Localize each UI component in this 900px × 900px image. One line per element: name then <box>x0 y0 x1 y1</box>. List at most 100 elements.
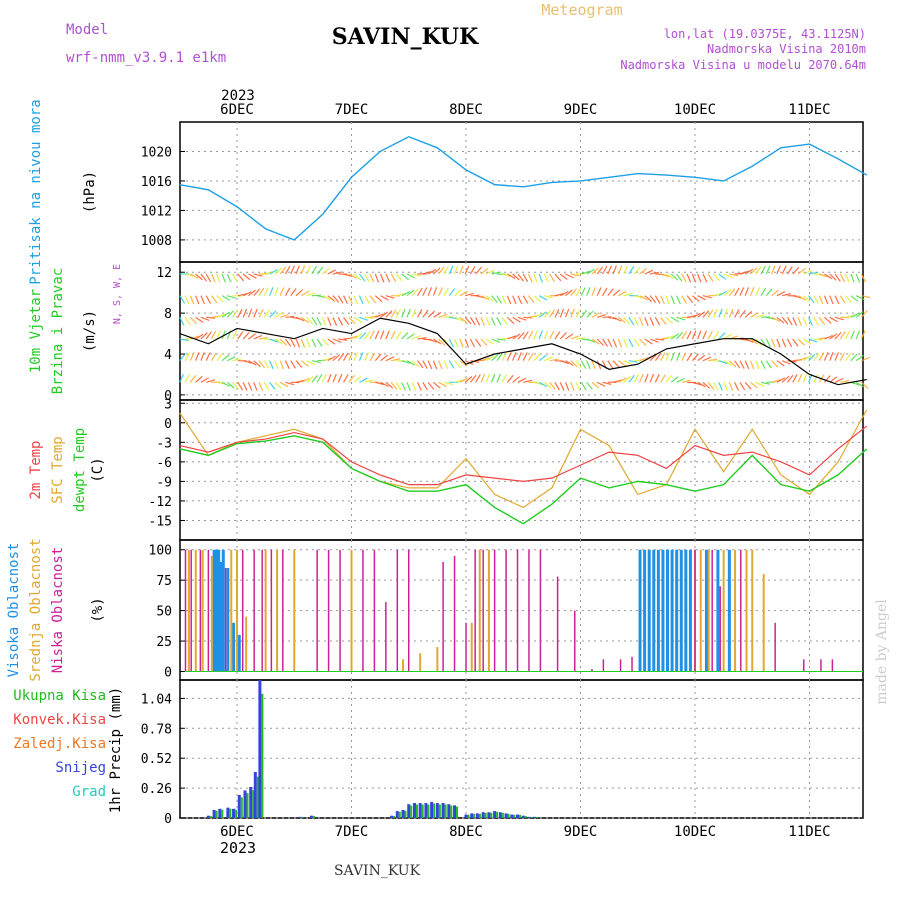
wind-arrow <box>565 333 574 340</box>
wind-arrow <box>528 295 535 304</box>
wind-arrow <box>792 374 798 383</box>
wind-arrow <box>596 287 602 296</box>
wind-arrow <box>517 316 527 321</box>
y-tick-label: 1016 <box>141 175 172 190</box>
wind-arrow <box>728 288 736 297</box>
wind-arrow <box>712 308 718 318</box>
rain-bar <box>256 776 259 818</box>
wind-arrow <box>490 317 496 326</box>
wind-arrow <box>644 338 653 345</box>
wind-arrow <box>385 295 395 299</box>
wind-arrow <box>337 295 344 304</box>
wind-arrow <box>517 377 527 383</box>
wind-arrow <box>744 360 750 370</box>
wind-arrow <box>755 360 760 370</box>
rain-bar <box>421 804 424 818</box>
wind-arrow <box>364 331 371 340</box>
wind-arrow <box>348 295 353 305</box>
wind-arrow <box>602 338 609 347</box>
wind-arrow <box>808 295 815 304</box>
wind-arrow <box>327 269 337 275</box>
wind-arrow <box>295 379 305 383</box>
wind-arrow <box>797 268 806 275</box>
wind-arrow <box>781 375 790 383</box>
rain-bar <box>519 814 522 818</box>
rain-bar <box>433 803 436 818</box>
wind-arrow <box>411 382 417 391</box>
rain-bar <box>484 812 487 818</box>
wind-arrow <box>369 295 376 304</box>
wind-arrow <box>501 295 507 305</box>
wind-arrow <box>591 360 596 370</box>
y-tick-label: 1012 <box>141 204 172 219</box>
dewpt-temp-line <box>179 435 868 525</box>
wind-arrow <box>253 360 261 368</box>
wind-arrow <box>306 316 314 325</box>
wind-arrow <box>406 333 415 340</box>
snow-bar <box>206 815 210 818</box>
wind-arrow <box>348 273 358 279</box>
wind-arrow <box>327 295 336 302</box>
wind-arrow <box>443 265 449 275</box>
wind-arrow <box>512 273 520 281</box>
wind-arrow <box>290 360 296 369</box>
wind-arrow <box>676 332 684 340</box>
wind-arrow <box>824 316 832 324</box>
wind-arrow <box>802 373 808 383</box>
wind-arrow <box>496 317 502 326</box>
wind-arrow <box>264 271 274 275</box>
wind-arrow <box>644 269 654 275</box>
wind-arrow <box>771 316 780 322</box>
wind-arrow <box>818 295 824 305</box>
wind-arrow <box>232 381 239 390</box>
wind-arrow <box>707 273 714 282</box>
panel-labels: Pritisak na nivou mora (hPa) 10m Vjetar Brz… <box>6 99 124 813</box>
wind-arrow <box>618 377 627 383</box>
wind-arrow <box>491 271 501 275</box>
wind-arrow <box>506 316 515 324</box>
wind-arrow <box>179 317 185 326</box>
wind-arrow <box>644 317 649 326</box>
wind-arrow <box>612 360 620 368</box>
wind-arrow <box>206 316 216 319</box>
wind-arrow <box>596 381 606 387</box>
wind-arrow <box>358 295 364 305</box>
wind-arrow <box>638 373 644 383</box>
wind-arrow <box>750 338 759 345</box>
wind-arrow <box>269 338 279 343</box>
wind-arrow <box>665 375 673 383</box>
wind-arrow <box>248 289 256 297</box>
wind-arrow <box>221 311 230 318</box>
wind-arrow <box>712 382 719 391</box>
wind-arrow <box>776 265 781 275</box>
wind-arrow <box>527 273 533 283</box>
model-label: Model <box>66 22 108 38</box>
wind-arrow <box>850 353 858 362</box>
wind-arrow <box>586 360 591 370</box>
wind-arrow <box>723 289 732 297</box>
wind-arrow <box>654 317 661 326</box>
wind-arrow <box>707 381 715 390</box>
wind-arrow <box>433 312 442 318</box>
model-elevation-label: Nadmorska Visina u modelu 2070.64m <box>620 58 866 72</box>
snow-bar <box>412 803 416 818</box>
wind-arrow <box>300 316 309 324</box>
wind-arrow <box>353 316 363 323</box>
wind-arrow <box>697 381 706 388</box>
wind-arrow <box>480 357 490 362</box>
wind-arrow <box>718 332 726 340</box>
wind-arrow <box>797 357 807 362</box>
wind-arrow <box>533 381 543 386</box>
wind-arrow <box>639 357 649 362</box>
wind-arrow <box>501 273 511 278</box>
wind-arrow <box>792 295 802 299</box>
wind-arrow <box>401 360 411 364</box>
wind-arrow <box>808 317 813 326</box>
wind-arrow <box>697 311 706 318</box>
wind-arrow <box>290 288 297 297</box>
model-value: wrf-nmm_v3.9.1 e1km <box>66 50 226 66</box>
wind-arrow <box>306 265 311 275</box>
wind-arrow <box>295 338 301 348</box>
wind-arrow <box>860 330 866 340</box>
wind-arrow <box>586 310 594 318</box>
